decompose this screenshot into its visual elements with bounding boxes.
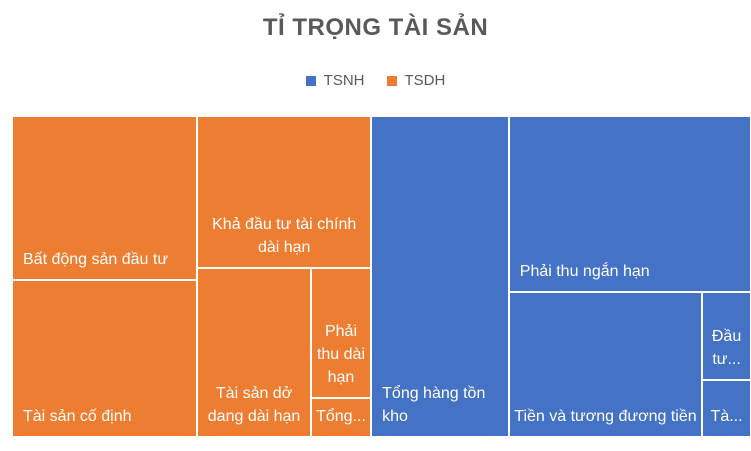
treemap-tile-label: Tổng... bbox=[316, 407, 366, 425]
treemap-tile[interactable]: Khả đầu tư tài chính dài hạn bbox=[197, 116, 372, 269]
treemap-tile-label: Khả đầu tư tài chính dài hạn bbox=[212, 216, 357, 257]
treemap-tile-label: Phải thu ngắn hạn bbox=[519, 263, 650, 281]
legend-item-tsnh[interactable]: TSNH bbox=[305, 72, 365, 89]
legend-label-tsdh: TSDH bbox=[404, 72, 446, 89]
legend-swatch-tsdh bbox=[386, 75, 397, 86]
legend-label-tsnh: TSNH bbox=[323, 72, 365, 89]
treemap-tile-label: Tổng hàng tồn kho bbox=[382, 385, 486, 425]
treemap-tile[interactable]: Tiền và tương đương tiền bbox=[508, 292, 703, 437]
chart-title: TỈ TRỌNG TÀI SẢN bbox=[262, 14, 489, 41]
treemap-tile-label: Tà... bbox=[710, 407, 743, 425]
treemap-tile[interactable]: Tổng hàng tồn kho bbox=[371, 116, 509, 437]
treemap-tile-label: Bất động sản đầu tư bbox=[23, 251, 169, 269]
treemap-tile[interactable]: Tài sản cố định bbox=[12, 280, 198, 437]
treemap-tile[interactable]: Phải thu dài hạn bbox=[310, 268, 372, 398]
treemap-tile-label: Phải thu dài hạn bbox=[316, 322, 365, 386]
treemap-tile[interactable]: Tổng... bbox=[310, 397, 372, 437]
treemap-tile-label: Tiền và tương đương tiền bbox=[514, 407, 697, 425]
treemap-tile[interactable]: Phải thu ngắn hạn bbox=[508, 116, 751, 293]
legend-item-tsdh[interactable]: TSDH bbox=[386, 72, 446, 89]
legend: TSNH TSDH bbox=[0, 72, 751, 89]
treemap-tile[interactable]: Tà... bbox=[702, 379, 751, 437]
legend-swatch-tsnh bbox=[305, 75, 316, 86]
treemap-plot-area: Bất động sản đầu tư Tài sản cố định Khả đầ… bbox=[0, 116, 751, 437]
treemap-tile-label: Tài sản dở dang dài hạn bbox=[207, 384, 301, 425]
treemap-tile[interactable]: Bất động sản đầu tư bbox=[12, 116, 198, 281]
treemap-tile[interactable]: Đầu tư... bbox=[702, 292, 751, 380]
treemap-tile-label: Tài sản cố định bbox=[23, 407, 132, 425]
treemap-tile-label: Đầu tư... bbox=[711, 327, 742, 368]
treemap-tile[interactable]: Tài sản dở dang dài hạn bbox=[197, 268, 311, 437]
